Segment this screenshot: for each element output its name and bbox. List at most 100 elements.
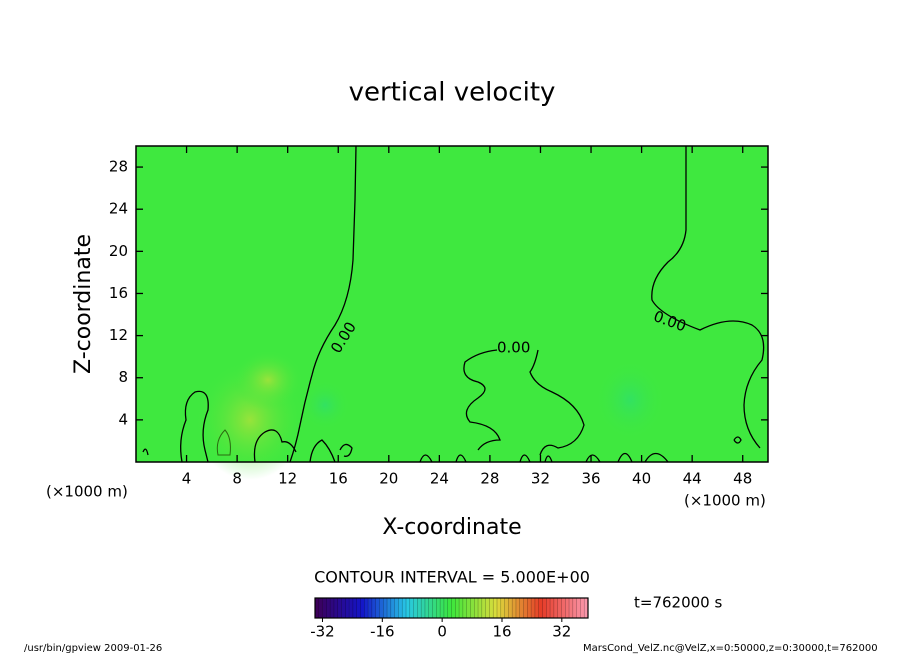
colorbar-band (349, 598, 354, 618)
time-label: t=762000 s (634, 594, 722, 612)
x-tick-label: 16 (329, 470, 348, 488)
colorbar-band (462, 598, 467, 618)
field-shading (233, 350, 303, 410)
y-tick-label: 8 (118, 368, 128, 386)
colorbar-band (519, 598, 524, 618)
colorbar-band (341, 598, 346, 618)
colorbar-band (333, 598, 339, 618)
colorbar-band (534, 598, 540, 618)
contour-line (463, 349, 585, 456)
colorbar-tick-label: 0 (437, 623, 447, 641)
colorbar-frame (314, 597, 589, 619)
x-tick-label: 20 (379, 470, 398, 488)
x-tick-label: 32 (531, 470, 550, 488)
colorbar-band (371, 598, 376, 618)
colorbar-band (421, 598, 426, 618)
y-axis-label: Z-coordinate (71, 234, 96, 374)
x-tick-label: 40 (632, 470, 651, 488)
x-tick-label: 8 (232, 470, 242, 488)
colorbar-band (470, 598, 475, 618)
colorbar-band (322, 598, 327, 618)
x-unit-label: (×1000 m) (684, 492, 766, 510)
colorbar-band (504, 598, 509, 618)
colorbar-band (576, 598, 581, 618)
colorbar-band (315, 598, 320, 618)
colorbar-band (406, 598, 411, 618)
colorbar-band (542, 598, 547, 618)
x-tick-label: 44 (683, 470, 702, 488)
colorbar-band (569, 598, 574, 618)
colorbar-tick-label: -16 (370, 623, 395, 641)
y-tick-label: 28 (109, 158, 128, 176)
colorbar-band (364, 598, 369, 618)
x-tick-label: 24 (430, 470, 449, 488)
y-tick-label: 12 (109, 326, 128, 344)
colorbar-band (553, 598, 558, 618)
colorbar-band (337, 598, 342, 618)
contour-line (142, 436, 742, 463)
y-tick-label: 24 (109, 200, 128, 218)
y-unit-label: (×1000 m) (46, 483, 128, 501)
colorbar-band (394, 598, 399, 618)
colorbar-band (443, 598, 449, 618)
colorbar-band (424, 598, 430, 618)
colorbar-band (580, 598, 585, 618)
colorbar-band (352, 598, 358, 618)
colorbar-band (413, 598, 418, 618)
field-shading (300, 380, 350, 430)
colorbar: -32 -16 0 16 32 (310, 597, 589, 641)
colorbar-band (489, 598, 494, 618)
colorbar-band (417, 598, 422, 618)
colorbar-band (478, 598, 483, 618)
y-tick-label: 4 (118, 410, 128, 428)
colorbar-band (497, 598, 502, 618)
chart-title: vertical velocity (349, 78, 556, 108)
colorbar-band (466, 598, 471, 618)
contour-interval: CONTOUR INTERVAL = 5.000E+00 (314, 568, 590, 587)
colorbar-band (565, 598, 570, 618)
x-tick-label: 4 (182, 470, 192, 488)
colorbar-band (493, 598, 498, 618)
colorbar-band (436, 598, 441, 618)
contour-line (216, 429, 231, 456)
contour-label: 0.00 (497, 339, 530, 357)
contour-line (253, 429, 353, 463)
colorbar-band (383, 598, 388, 618)
plot-frame (135, 145, 769, 463)
colorbar-tick-label: -32 (310, 623, 335, 641)
colorbar-band (584, 598, 589, 618)
colorbar-band (508, 598, 513, 618)
colorbar-band (531, 598, 536, 618)
field-shading (595, 360, 665, 440)
contour-line (651, 146, 765, 449)
colorbar-band (538, 598, 543, 618)
colorbar-band (375, 598, 380, 618)
colorbar-band (451, 598, 456, 618)
y-tick-label: 20 (109, 242, 128, 260)
colorbar-band (330, 598, 335, 618)
colorbar-band (474, 598, 479, 618)
colorbar-band (572, 598, 577, 618)
footer-right: MarsCond_VelZ.nc@VelZ,x=0:50000,z=0:3000… (583, 643, 878, 654)
colorbar-band (387, 598, 392, 618)
colorbar-band (515, 598, 521, 618)
colorbar-band (379, 598, 384, 618)
colorbar-band (557, 598, 562, 618)
colorbar-band (356, 598, 361, 618)
colorbar-band (440, 598, 445, 618)
contours (142, 145, 765, 463)
colorbar-tick-label: 32 (552, 623, 571, 641)
colorbar-band (368, 598, 373, 618)
x-tick-label: 48 (733, 470, 752, 488)
colorbar-band (546, 598, 551, 618)
contour-line (289, 145, 357, 463)
colorbar-band (326, 598, 331, 618)
colorbar-band (390, 598, 395, 618)
contour-line (180, 390, 209, 463)
colorbar-band (398, 598, 403, 618)
colorbar-band (527, 598, 532, 618)
colorbar-band (318, 598, 323, 618)
colorbar-band (447, 598, 452, 618)
x-axis-label: X-coordinate (382, 515, 521, 540)
